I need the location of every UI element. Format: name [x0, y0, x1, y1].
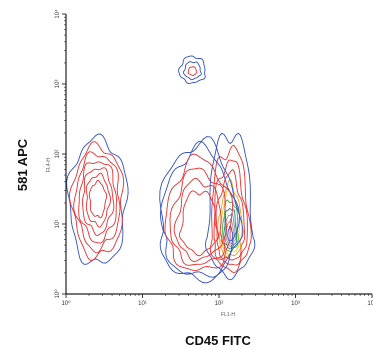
inner-x-axis-label: FL1-H	[221, 312, 235, 318]
contour-line	[78, 161, 117, 244]
y-tick-label: 10³	[55, 80, 61, 89]
y-tick-label: 10¹	[55, 220, 61, 229]
contour-line	[224, 212, 237, 247]
x-tick-label: 10⁰	[61, 300, 71, 307]
y-axis-label: 581 APC	[15, 138, 30, 191]
contour-line	[182, 61, 202, 81]
tick-layer: 10⁰ 10¹ 10² 10³ 10⁴ 10⁰ 10¹ 10² 10³ 10⁴	[54, 9, 373, 307]
contour-line	[178, 55, 206, 84]
contour-line	[205, 132, 256, 281]
contour-line	[73, 151, 121, 254]
contour-line	[88, 179, 108, 219]
contour-line	[215, 169, 246, 261]
contour-line	[178, 190, 220, 257]
contour-line	[213, 159, 248, 266]
y-tick-label: 10²	[55, 150, 61, 159]
contour-line	[85, 172, 112, 228]
x-axis-label: CD45 FITC	[185, 333, 251, 348]
y-tick-label: 10⁴	[54, 9, 61, 19]
inner-y-axis-label: FL4-H	[46, 158, 52, 172]
contour-line	[164, 153, 234, 271]
contour-line	[69, 141, 125, 261]
contour-layer	[66, 55, 256, 284]
x-tick-label: 10⁴	[367, 300, 373, 307]
x-tick-label: 10¹	[138, 301, 147, 307]
y-tick-label: 10⁰	[54, 289, 61, 299]
contour-line	[209, 144, 252, 273]
contour-line	[187, 66, 198, 77]
contour-line	[173, 177, 223, 262]
x-tick-label: 10²	[215, 301, 224, 307]
contour-line	[82, 167, 115, 236]
x-tick-label: 10³	[291, 301, 300, 307]
contour-line	[227, 225, 234, 242]
contour-line	[169, 167, 227, 266]
contour-line	[223, 208, 238, 249]
contour-line	[159, 140, 240, 278]
